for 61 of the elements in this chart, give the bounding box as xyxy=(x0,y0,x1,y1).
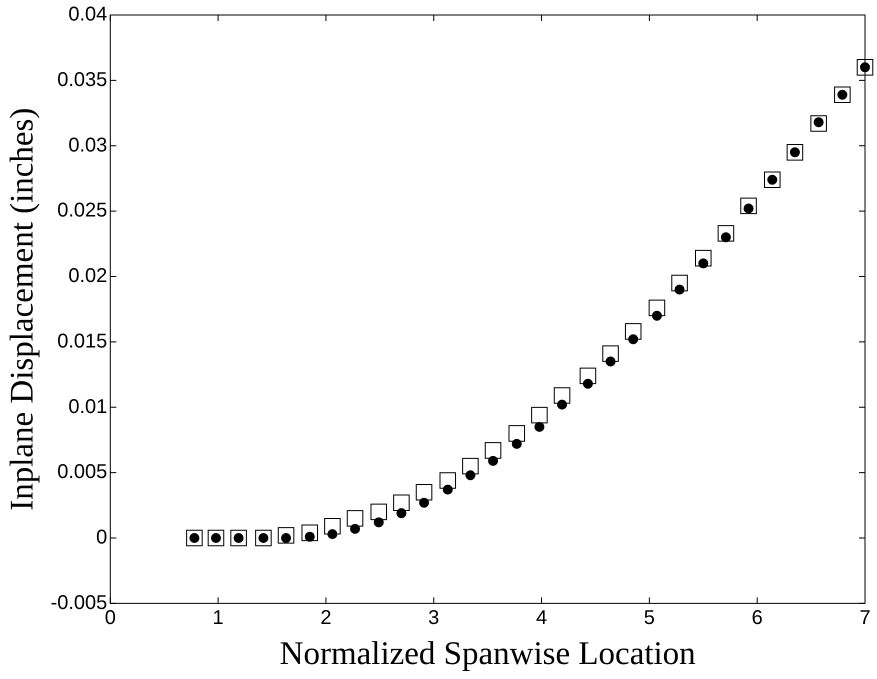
point xyxy=(557,400,568,410)
point xyxy=(465,470,476,480)
point xyxy=(695,250,712,266)
point xyxy=(346,510,364,527)
x-tick-label: 2 xyxy=(320,606,332,629)
point xyxy=(439,472,456,489)
point xyxy=(810,115,827,132)
point xyxy=(856,59,874,76)
point xyxy=(442,484,453,495)
point xyxy=(230,530,247,546)
point xyxy=(324,518,341,535)
point xyxy=(606,356,616,366)
point xyxy=(393,494,410,511)
point xyxy=(416,484,432,501)
y-tick-label: 0.01 xyxy=(68,396,108,418)
x-tick-label: 7 xyxy=(859,606,871,629)
point xyxy=(374,517,384,528)
point xyxy=(648,300,666,316)
point xyxy=(350,524,360,534)
point xyxy=(396,508,406,518)
point xyxy=(740,198,757,214)
point xyxy=(531,406,548,424)
point xyxy=(488,456,498,466)
point xyxy=(512,438,522,449)
y-tick-label: 0.005 xyxy=(57,461,108,484)
point xyxy=(508,425,526,442)
y-tick-label: 0.04 xyxy=(68,4,108,26)
point xyxy=(301,524,318,542)
point xyxy=(327,529,338,540)
y-tick-label: 0 xyxy=(96,526,108,549)
y-tick-label: 0.035 xyxy=(57,68,108,91)
point xyxy=(582,378,593,389)
point xyxy=(671,274,688,292)
x-axis-title: Normalized Spanwise Location xyxy=(280,636,696,672)
point xyxy=(602,345,619,362)
point xyxy=(834,86,851,104)
y-tick-label: 0.03 xyxy=(68,134,108,156)
point xyxy=(718,225,734,242)
point xyxy=(554,387,570,404)
point xyxy=(580,368,596,384)
y-tick-label: 0.025 xyxy=(57,200,108,222)
point xyxy=(534,422,544,432)
point xyxy=(652,310,662,321)
point xyxy=(255,530,272,546)
point xyxy=(674,284,685,295)
point xyxy=(278,527,294,544)
point xyxy=(370,504,388,520)
y-tick-label: 0.02 xyxy=(68,265,108,288)
point xyxy=(624,323,642,340)
y-tick-label: 0.015 xyxy=(57,330,108,352)
point xyxy=(462,458,479,474)
point xyxy=(484,442,502,459)
x-tick-label: 3 xyxy=(428,606,440,629)
point xyxy=(628,334,638,344)
point xyxy=(186,530,203,546)
x-tick-label: 4 xyxy=(536,606,548,629)
point xyxy=(419,498,430,508)
y-axis-title: Inplane Displacement (inches) xyxy=(4,108,40,511)
x-tick-label: 6 xyxy=(752,606,763,629)
x-tick-label: 5 xyxy=(644,606,655,629)
x-tick-label: 1 xyxy=(212,606,224,629)
